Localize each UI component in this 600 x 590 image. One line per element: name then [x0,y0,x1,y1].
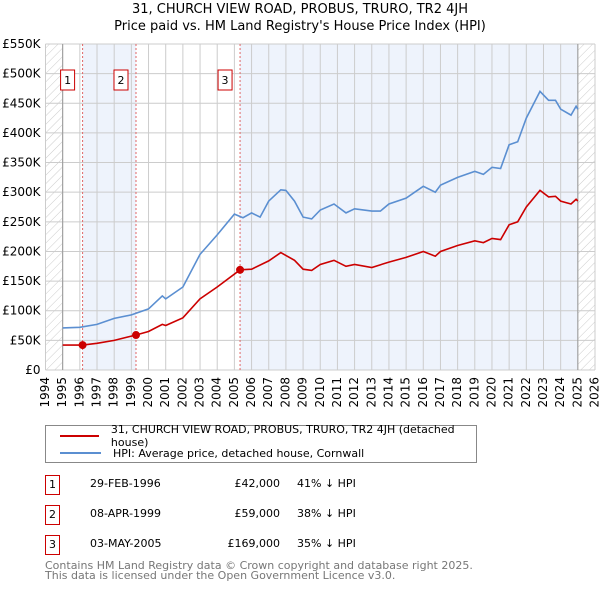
legend-item-property: 31, CHURCH VIEW ROAD, PROBUS, TRURO, TR2… [46,423,476,449]
sale-label-box [217,69,233,91]
x-tick-label: 2006 [244,377,258,408]
sale-label-number: 1 [64,74,71,87]
x-tick-label: 2001 [158,377,172,408]
x-tick-label: 2009 [296,377,310,408]
legend-swatch-blue [60,452,101,454]
y-tick-label: £150K [2,274,42,288]
transaction-hpi-diff: 41% ↓ HPI [297,477,356,490]
y-tick-label: £300K [2,185,42,199]
transaction-row: 3 03-MAY-2005 £169,000 35% ↓ HPI [45,535,545,555]
transaction-hpi-diff: 38% ↓ HPI [297,507,356,520]
transaction-hpi-diff: 35% ↓ HPI [297,537,356,550]
x-tick-label: 2017 [433,377,447,408]
x-tick-label: 1996 [72,377,86,408]
x-tick-label: 2021 [502,377,516,408]
x-tick-label: 2011 [330,377,344,408]
x-tick-label: 2003 [193,377,207,408]
x-tick-label: 2004 [210,377,224,408]
sale-point [78,341,87,350]
y-tick-label: £400K [2,126,42,140]
transaction-row: 1 29-FEB-1996 £42,000 41% ↓ HPI [45,475,545,495]
x-tick-label: 1999 [124,377,138,408]
shaded-band [240,44,578,370]
y-tick-label: £350K [2,156,42,170]
x-tick-label: 1995 [55,377,69,408]
x-tick-label: 2018 [450,377,464,408]
x-tick-label: 2002 [175,377,189,408]
x-tick-label: 2014 [381,377,395,408]
transaction-price: £59,000 [234,507,281,520]
sale-point [236,265,245,274]
sale-label-box [113,69,129,91]
x-tick-label: 2000 [141,377,155,408]
property-price-line [62,189,579,346]
x-tick-label: 2020 [484,377,498,408]
hatched-region-future [577,44,595,370]
sale-point [131,331,140,340]
transaction-price: £42,000 [234,477,281,490]
x-tick-label: 2019 [467,377,481,408]
footer-licence: This data is licensed under the Open Gov… [45,569,396,582]
transaction-date: 03-MAY-2005 [90,537,162,550]
transaction-date: 29-FEB-1996 [90,477,161,490]
footer-copyright: Contains HM Land Registry data © Crown c… [45,559,473,572]
y-tick-label: £250K [2,215,42,229]
y-tick-label: £500K [2,67,42,81]
sale-label-box [60,69,76,91]
x-tick-label: 2013 [364,377,378,408]
legend-swatch-red [60,435,99,437]
x-tick-label: 2026 [588,377,600,408]
x-tick-label: 2024 [553,377,567,408]
x-tick-label: 2022 [519,377,533,408]
x-tick-label: 2010 [313,377,327,408]
legend-label-hpi: HPI: Average price, detached house, Corn… [113,446,365,460]
x-tick-label: 2007 [261,377,275,408]
y-tick-label: £450K [2,96,42,110]
hatched-region-before-data [45,44,63,370]
x-tick-label: 2008 [278,377,292,408]
x-tick-label: 2005 [227,377,241,408]
y-tick-label: £0 [25,363,40,377]
transaction-date: 08-APR-1999 [90,507,162,520]
y-tick-label: £200K [2,244,42,258]
x-tick-label: 2023 [536,377,550,408]
shaded-band [82,44,136,370]
x-tick-label: 2016 [416,377,430,408]
x-tick-label: 2025 [570,377,584,408]
legend: 31, CHURCH VIEW ROAD, PROBUS, TRURO, TR2… [45,423,477,463]
y-tick-label: £550K [2,37,42,51]
x-tick-label: 1997 [90,377,104,408]
x-tick-label: 2012 [347,377,361,408]
sale-label-number: 3 [222,74,229,87]
hpi-line [62,90,579,329]
y-tick-label: £100K [2,304,42,318]
transaction-price: £169,000 [227,537,281,550]
transaction-row: 2 08-APR-1999 £59,000 38% ↓ HPI [45,505,545,525]
chart-title-line1: 31, CHURCH VIEW ROAD, PROBUS, TRURO, TR2… [131,2,468,17]
transaction-marker: 3 [45,535,60,555]
transaction-marker: 1 [45,475,60,495]
transaction-marker: 2 [45,505,60,525]
price-chart: 1994 1995 1996 1997 1998 1999 2000 2001 2002 2003… [2,37,600,408]
x-tick-label: 2015 [399,377,413,408]
y-tick-label: £50K [10,333,42,347]
chart-title-line2: Price paid vs. HM Land Registry's House … [114,19,486,34]
x-tick-label: 1998 [107,377,121,408]
sale-label-number: 2 [117,74,124,87]
x-tick-label: 1994 [38,377,52,408]
legend-label-property: 31, CHURCH VIEW ROAD, PROBUS, TRURO, TR2… [110,423,455,449]
legend-item-hpi: HPI: Average price, detached house, Corn… [46,445,364,461]
